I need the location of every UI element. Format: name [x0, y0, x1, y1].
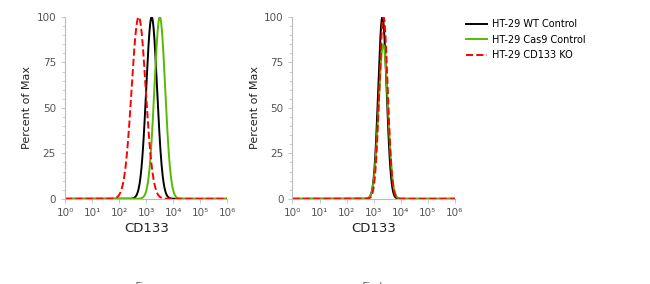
HT-29 WT Control [148, 15, 155, 19]
Line: HT-29 WT Control: HT-29 WT Control [292, 17, 455, 199]
Line: HT-29 CD133 KO: HT-29 CD133 KO [65, 17, 227, 199]
HT-29 WT Control [317, 197, 324, 201]
HT-29 Cas9 Control [89, 197, 97, 201]
HT-29 Cas9 Control [380, 43, 387, 46]
HT-29 WT Control [351, 197, 359, 201]
HT-29 Cas9 Control [358, 197, 366, 201]
HT-29 Cas9 Control [124, 197, 131, 201]
HT-29 WT Control [220, 197, 228, 201]
Text: Fig.a: Fig.a [135, 282, 158, 284]
HT-29 Cas9 Control [430, 197, 438, 201]
HT-29 CD133 KO [131, 46, 138, 50]
HT-29 CD133 KO [203, 197, 211, 201]
HT-29 Cas9 Control [451, 197, 459, 201]
HT-29 WT Control [289, 197, 296, 201]
HT-29 WT Control [448, 197, 456, 201]
X-axis label: CD133: CD133 [351, 222, 396, 235]
HT-29 WT Control [131, 196, 138, 199]
HT-29 CD133 KO [448, 197, 456, 201]
HT-29 CD133 KO [430, 197, 438, 201]
HT-29 CD133 KO [89, 197, 97, 201]
Line: HT-29 WT Control: HT-29 WT Control [65, 17, 227, 199]
Line: HT-29 CD133 KO: HT-29 CD133 KO [292, 17, 455, 199]
HT-29 WT Control [80, 197, 88, 201]
HT-29 CD133 KO [317, 197, 324, 201]
HT-29 CD133 KO [289, 197, 296, 201]
HT-29 Cas9 Control [203, 197, 211, 201]
HT-29 Cas9 Control [80, 197, 88, 201]
HT-29 Cas9 Control [289, 197, 296, 201]
HT-29 Cas9 Control [448, 197, 456, 201]
HT-29 Cas9 Control [224, 197, 231, 201]
HT-29 CD133 KO [124, 148, 131, 151]
HT-29 WT Control [358, 197, 366, 201]
HT-29 Cas9 Control [307, 197, 315, 201]
HT-29 CD133 KO [135, 15, 142, 19]
HT-29 Cas9 Control [317, 197, 324, 201]
HT-29 CD133 KO [220, 197, 228, 201]
HT-29 WT Control [124, 197, 131, 201]
HT-29 CD133 KO [380, 15, 387, 19]
Y-axis label: Percent of Max: Percent of Max [22, 66, 32, 149]
HT-29 WT Control [430, 197, 438, 201]
HT-29 WT Control [307, 197, 315, 201]
HT-29 CD133 KO [61, 197, 69, 201]
HT-29 WT Control [224, 197, 231, 201]
Text: Fig.b: Fig.b [362, 282, 385, 284]
Legend: HT-29 WT Control, HT-29 Cas9 Control, HT-29 CD133 KO: HT-29 WT Control, HT-29 Cas9 Control, HT… [465, 18, 586, 61]
Line: HT-29 Cas9 Control: HT-29 Cas9 Control [292, 44, 455, 199]
Y-axis label: Percent of Max: Percent of Max [250, 66, 260, 149]
HT-29 CD133 KO [80, 197, 88, 201]
HT-29 Cas9 Control [131, 197, 138, 201]
HT-29 Cas9 Control [351, 197, 359, 201]
HT-29 Cas9 Control [220, 197, 228, 201]
Line: HT-29 Cas9 Control: HT-29 Cas9 Control [65, 17, 227, 199]
HT-29 CD133 KO [351, 197, 359, 201]
HT-29 WT Control [203, 197, 211, 201]
HT-29 WT Control [61, 197, 69, 201]
HT-29 CD133 KO [224, 197, 231, 201]
HT-29 Cas9 Control [61, 197, 69, 201]
HT-29 CD133 KO [451, 197, 459, 201]
HT-29 Cas9 Control [156, 15, 164, 19]
HT-29 WT Control [89, 197, 97, 201]
X-axis label: CD133: CD133 [124, 222, 169, 235]
HT-29 CD133 KO [358, 197, 366, 201]
HT-29 WT Control [378, 15, 386, 19]
HT-29 CD133 KO [307, 197, 315, 201]
HT-29 WT Control [451, 197, 459, 201]
